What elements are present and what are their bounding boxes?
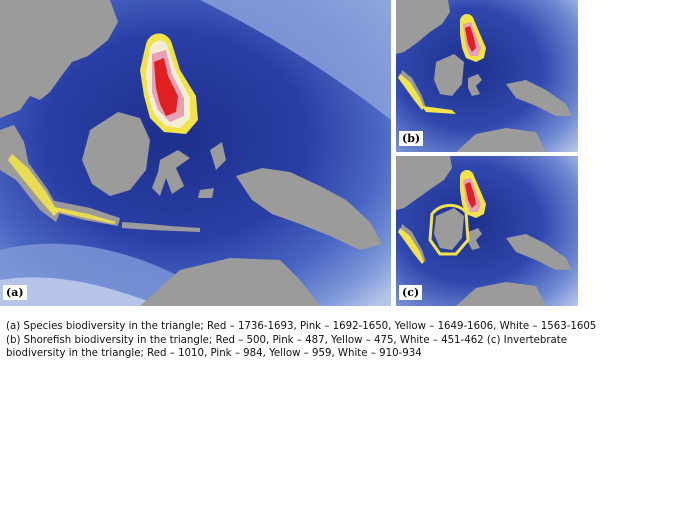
land-sulawesi [468, 228, 482, 250]
map-panel-c: (c) [396, 156, 578, 306]
biodiversity-red-zone [465, 182, 476, 208]
panel-label-c: (c) [399, 285, 423, 300]
biodiversity-yellow-zone [398, 228, 424, 264]
figure-caption: (a) Species biodiversity in the triangle… [6, 321, 597, 360]
land-borneo [434, 208, 464, 250]
map-panel-a: (a) [0, 0, 391, 306]
map-c-graphic [396, 156, 578, 306]
land-mainland-asia [396, 156, 452, 210]
panel-label-b: (b) [399, 131, 424, 146]
biodiversity-red-zone [154, 58, 178, 116]
land-lesser-sunda [122, 222, 200, 232]
biodiversity-red-zone [465, 26, 476, 52]
land-new-guinea [506, 80, 572, 116]
land-australia [140, 258, 320, 306]
land-seram [198, 188, 214, 198]
land-borneo [82, 112, 150, 196]
land-australia [456, 282, 546, 306]
map-b-graphic [396, 0, 578, 152]
ocean-pale-band [0, 277, 160, 306]
biodiversity-yellow-zone [422, 106, 456, 114]
biodiversity-yellow-zone [428, 204, 470, 256]
biodiversity-yellow-zone [8, 154, 58, 216]
land-mainland-asia [396, 0, 450, 54]
panel-label-a: (a) [3, 285, 27, 300]
map-panel-b: (b) [396, 0, 578, 152]
biodiversity-yellow-zone [398, 74, 424, 110]
ocean-shallow-band [200, 0, 391, 120]
land-borneo [434, 54, 464, 96]
land-sulawesi [468, 74, 482, 96]
land-halmahera [210, 142, 226, 170]
land-new-guinea [506, 234, 572, 270]
land-mainland-asia [0, 0, 118, 118]
land-australia [456, 128, 546, 152]
land-sulawesi [152, 150, 190, 196]
land-new-guinea [236, 168, 382, 250]
map-a-graphic [0, 0, 391, 306]
biodiversity-yellow-zone [50, 206, 116, 224]
